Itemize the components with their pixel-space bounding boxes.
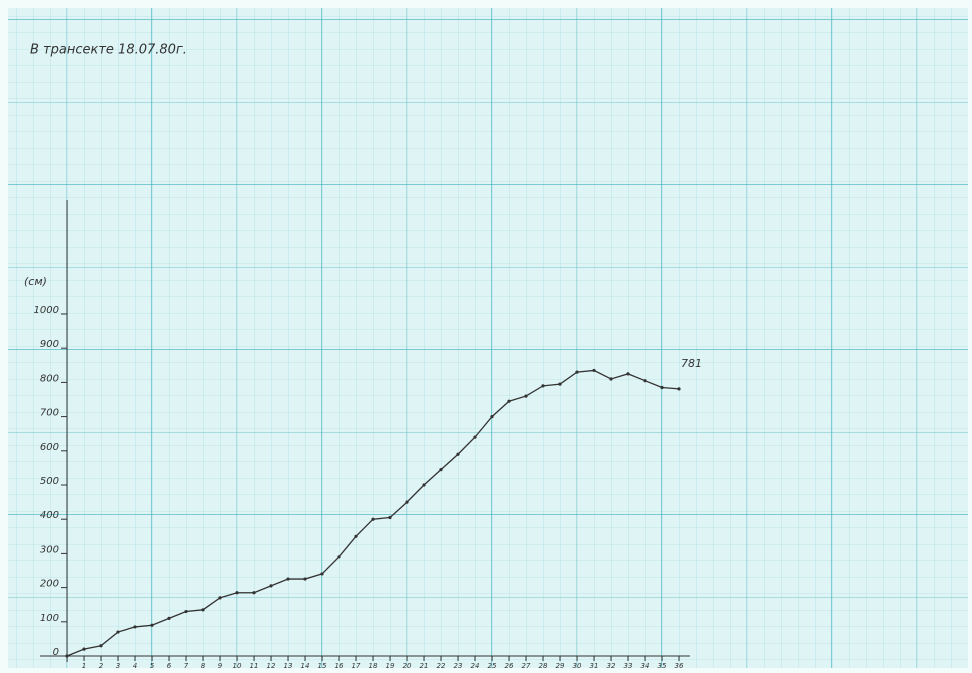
x-tick-label: 16 <box>335 662 344 670</box>
chart-title: В трансекте 18.07.80г. <box>30 43 187 58</box>
x-tick-label: 2 <box>99 662 104 670</box>
paper-grid <box>8 8 968 668</box>
x-tick-label: 31 <box>590 662 599 670</box>
x-tick-label: 28 <box>539 662 548 670</box>
x-tick-label: 17 <box>352 662 361 670</box>
x-tick-label: 32 <box>607 662 616 670</box>
data-point <box>184 609 188 614</box>
x-tick-label: 13 <box>284 662 293 670</box>
y-tick-label: 100 <box>40 613 59 624</box>
y-tick-label: 0 <box>53 647 59 658</box>
x-tick-label: 4 <box>133 662 137 670</box>
data-point <box>65 654 69 658</box>
data-point <box>609 377 613 381</box>
x-tick-label: 1 <box>82 662 86 670</box>
x-tick-label: 9 <box>218 662 223 670</box>
x-tick-label: 36 <box>675 662 684 670</box>
data-point <box>439 468 443 472</box>
data-point <box>286 577 290 581</box>
data-point <box>677 387 681 391</box>
data-point <box>456 452 460 456</box>
data-point <box>541 384 545 388</box>
x-tick-label: 12 <box>267 662 276 670</box>
x-tick-label: 6 <box>167 662 172 670</box>
data-point <box>167 616 171 620</box>
y-tick-label: 1000 <box>34 305 59 316</box>
x-tick-label: 35 <box>658 662 667 670</box>
x-tick-label: 20 <box>403 662 412 670</box>
x-tick-label: 19 <box>386 662 395 670</box>
x-tick-label: 21 <box>420 662 429 670</box>
x-tick-label: 14 <box>301 662 310 670</box>
data-point <box>660 385 664 390</box>
data-point <box>490 415 494 419</box>
data-point <box>320 572 324 576</box>
data-point <box>116 630 120 634</box>
x-tick-label: 7 <box>184 662 189 670</box>
data-point <box>626 372 630 376</box>
y-tick-label: 200 <box>40 579 59 590</box>
x-tick-label: 30 <box>573 662 582 670</box>
x-tick-label: 3 <box>116 662 120 670</box>
y-axis-label: (см) <box>24 275 47 288</box>
annotation: 781 <box>681 357 702 370</box>
x-tick-label: 23 <box>454 662 463 670</box>
data-point <box>235 591 239 595</box>
data-point <box>473 435 477 439</box>
y-tick-label: 400 <box>40 510 59 521</box>
x-tick-label: 29 <box>556 662 565 670</box>
y-tick-label: 900 <box>40 339 59 350</box>
data-point <box>371 517 375 521</box>
data-point <box>354 534 358 538</box>
data-point <box>201 608 205 612</box>
x-tick-label: 15 <box>318 662 327 670</box>
data-point <box>558 382 562 386</box>
x-tick-label: 18 <box>369 662 378 670</box>
data-point <box>388 515 392 520</box>
data-point <box>592 368 596 373</box>
x-tick-label: 25 <box>488 662 497 670</box>
data-point <box>524 394 528 398</box>
y-tick-label: 300 <box>40 544 59 555</box>
data-point <box>218 596 222 600</box>
data-point <box>422 483 426 487</box>
y-tick-label: 800 <box>40 373 59 384</box>
data-point <box>643 379 647 383</box>
y-tick-label: 600 <box>40 442 59 453</box>
y-tick-label: 500 <box>40 476 59 487</box>
data-point <box>133 625 137 629</box>
x-tick-label: 26 <box>505 662 514 670</box>
x-tick-label: 5 <box>150 662 155 670</box>
x-tick-label: 22 <box>437 662 446 670</box>
data-point <box>575 370 579 374</box>
x-tick-label: 33 <box>624 662 633 670</box>
data-point <box>252 591 256 595</box>
x-tick-label: 24 <box>471 662 480 670</box>
data-point <box>269 584 273 588</box>
x-tick-label: 34 <box>641 662 650 670</box>
data-point <box>82 647 86 651</box>
x-tick-label: 8 <box>201 662 206 670</box>
data-point <box>405 500 409 504</box>
data-point <box>99 644 103 648</box>
data-point <box>150 623 154 627</box>
data-point <box>507 399 511 403</box>
x-tick-label: 27 <box>522 662 531 670</box>
y-tick-label: 700 <box>40 408 59 419</box>
data-point <box>337 555 341 559</box>
x-tick-label: 10 <box>233 662 242 670</box>
data-point <box>303 577 307 581</box>
x-tick-label: 11 <box>250 662 259 670</box>
